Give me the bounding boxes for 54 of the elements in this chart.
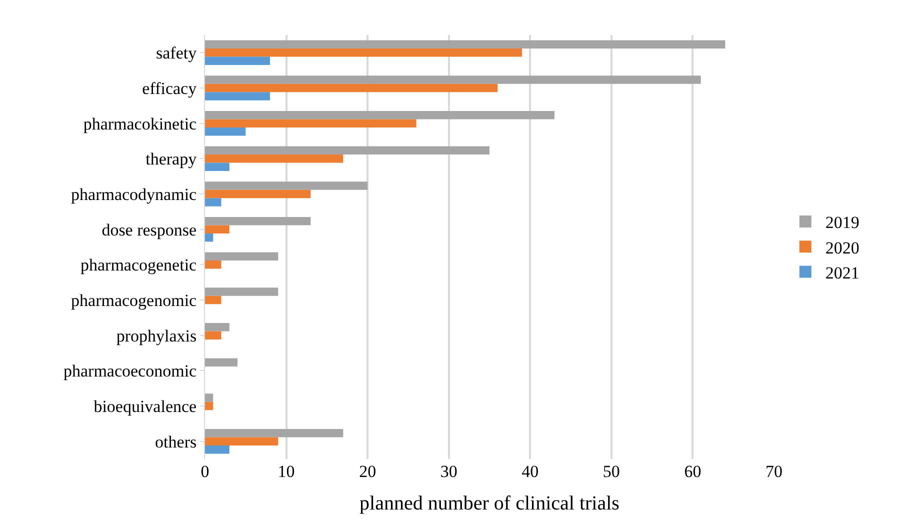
- x-tick-label: 40: [522, 462, 539, 481]
- y-tick-label: pharmacoeconomic: [63, 362, 198, 381]
- bar: [205, 252, 278, 261]
- x-tick-label: 60: [684, 462, 702, 481]
- legend-label: 2021: [825, 263, 860, 282]
- bar: [205, 216, 311, 226]
- y-tick-label: safety: [156, 44, 198, 63]
- x-tick-label: 70: [766, 462, 782, 481]
- bar: [205, 162, 230, 172]
- bar: [205, 146, 490, 155]
- bar: [205, 76, 701, 84]
- bar: [205, 110, 555, 120]
- x-tick-label: 50: [602, 462, 620, 481]
- bar: [205, 56, 270, 66]
- bar: [205, 260, 222, 269]
- bar: [205, 92, 270, 100]
- bar: [205, 127, 246, 136]
- bar: [205, 428, 344, 438]
- x-tick-label: 10: [278, 462, 295, 481]
- bar: [205, 84, 498, 92]
- y-tick-label: efficacy: [142, 78, 198, 98]
- bar: [205, 190, 311, 198]
- bar: [205, 358, 238, 367]
- bar: [205, 48, 522, 57]
- bar: [205, 40, 726, 49]
- y-tick-label: dose response: [102, 220, 197, 240]
- y-tick-label: pharmacogenomic: [71, 290, 198, 310]
- bar: [205, 198, 222, 206]
- y-tick-label: therapy: [146, 150, 198, 169]
- bar: [205, 322, 230, 332]
- x-tick-label: 0: [200, 462, 210, 481]
- y-tick-label: bioequivalence: [94, 396, 197, 416]
- bar: [205, 437, 278, 446]
- bar: [205, 154, 344, 163]
- bar: [205, 233, 214, 242]
- legend-label: 2019: [825, 213, 860, 232]
- y-tick-label: others: [155, 432, 197, 452]
- bar: [205, 331, 222, 340]
- y-tick-label: pharmacokinetic: [83, 114, 198, 134]
- bar: [205, 182, 368, 190]
- y-tick-label: prophylaxis: [116, 326, 197, 346]
- bar: [205, 119, 416, 128]
- y-tick-label: pharmacogenetic: [80, 256, 198, 275]
- bar: [205, 402, 214, 410]
- bar: [205, 288, 278, 296]
- y-tick-label: pharmacodynamic: [71, 184, 198, 204]
- x-tick-label: 20: [359, 462, 376, 481]
- x-axis-title: planned number of clinical trials: [360, 492, 620, 514]
- bar: [205, 394, 214, 402]
- x-tick-label: 30: [440, 462, 458, 481]
- bar: [205, 296, 222, 304]
- bar: [205, 225, 230, 234]
- legend-label: 2020: [825, 238, 860, 258]
- bar: [205, 445, 230, 454]
